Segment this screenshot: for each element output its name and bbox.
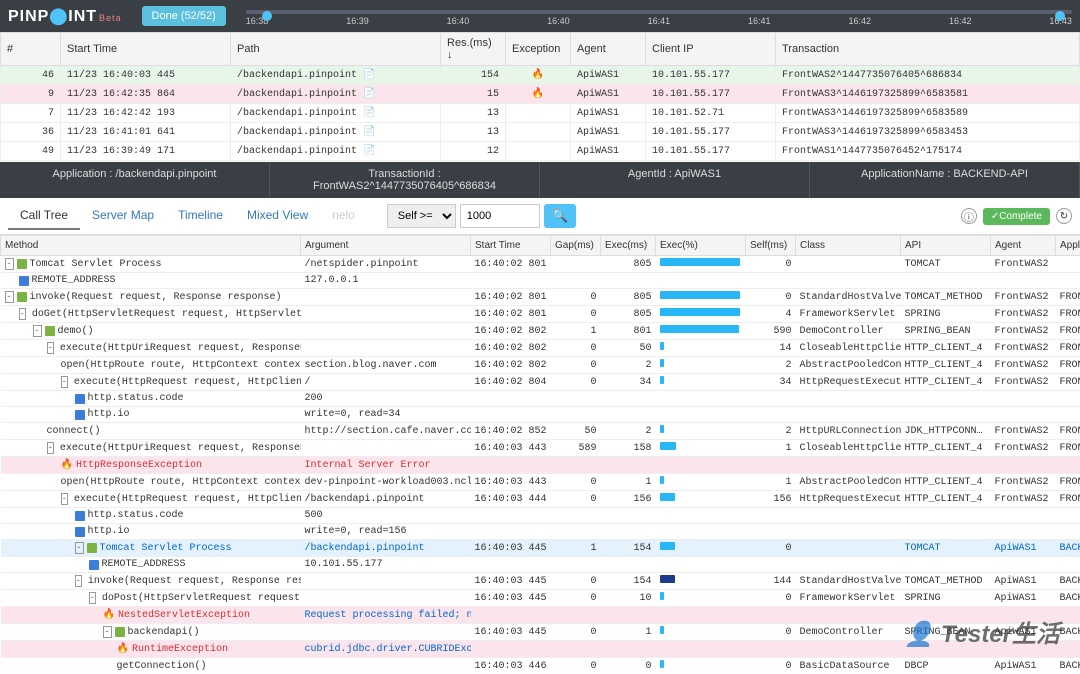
watermark: 👤 Tester生活 bbox=[904, 614, 1060, 649]
tree-row[interactable]: -execute(HttpRequest request, HttpClient… bbox=[1, 374, 1080, 391]
tab-bar: Call TreeServer MapTimelineMixed Viewnel… bbox=[0, 198, 1080, 235]
tree-row[interactable]: -invoke(Request request, Response respon… bbox=[1, 289, 1080, 306]
info-an: ApplicationName : BACKEND-API bbox=[810, 162, 1080, 198]
info-app: Application : /backendapi.pinpoint bbox=[0, 162, 270, 198]
col-header[interactable]: Self(ms) bbox=[746, 236, 796, 256]
method-icon bbox=[87, 543, 97, 553]
col-header[interactable]: Method bbox=[1, 236, 301, 256]
method-icon bbox=[45, 326, 55, 336]
tree-row[interactable]: http.status.code 500 bbox=[1, 508, 1080, 524]
tree-row[interactable]: -execute(HttpUriRequest request, Respons… bbox=[1, 340, 1080, 357]
refresh-icon[interactable]: ↻ bbox=[1056, 208, 1072, 224]
method-icon bbox=[17, 292, 27, 302]
tree-row[interactable]: open(HttpRoute route, HttpContext contex… bbox=[1, 474, 1080, 491]
filter-controls: Self >= 🔍 bbox=[387, 204, 577, 228]
tab-call-tree[interactable]: Call Tree bbox=[8, 202, 80, 230]
col-header[interactable]: Application bbox=[1056, 236, 1080, 256]
col-header[interactable]: # bbox=[1, 33, 61, 66]
tree-row[interactable]: REMOTE_ADDRESS 127.0.0.1 bbox=[1, 273, 1080, 289]
info-icon bbox=[19, 276, 29, 286]
info-tid: TransactionId : FrontWAS2^1447735076405^… bbox=[270, 162, 540, 198]
col-header[interactable]: Start Time bbox=[471, 236, 551, 256]
tree-row[interactable]: -demo() 16:40:02 8021801 590DemoControll… bbox=[1, 323, 1080, 340]
logo: PINP⬤INTBeta bbox=[8, 6, 122, 26]
table-row[interactable]: 4611/23 16:40:03 445/backendapi.pinpoint… bbox=[1, 66, 1080, 85]
timeline-scrubber[interactable]: 16:3816:3916:4016:4016:4116:4116:4216:42… bbox=[246, 6, 1072, 26]
table-row[interactable]: 911/23 16:42:35 864/backendapi.pinpoint … bbox=[1, 85, 1080, 104]
tab-mixed-view[interactable]: Mixed View bbox=[235, 202, 320, 230]
col-header[interactable]: Exec(ms) bbox=[601, 236, 656, 256]
col-header[interactable]: Agent bbox=[991, 236, 1056, 256]
tree-row[interactable]: -execute(HttpUriRequest request, Respons… bbox=[1, 440, 1080, 457]
tree-row[interactable]: -invoke(Request request, Response respon… bbox=[1, 573, 1080, 590]
info-aid: AgentId : ApiWAS1 bbox=[540, 162, 810, 198]
flame-icon: 🔥 bbox=[61, 459, 73, 471]
info-icon[interactable]: ⓘ bbox=[961, 208, 977, 224]
tree-row[interactable]: open(HttpRoute route, HttpContext contex… bbox=[1, 357, 1080, 374]
col-header[interactable]: Argument bbox=[301, 236, 471, 256]
info-icon bbox=[89, 560, 99, 570]
tree-row[interactable]: REMOTE_ADDRESS 10.101.55.177 bbox=[1, 557, 1080, 573]
table-row[interactable]: 4911/23 16:39:49 171/backendapi.pinpoint… bbox=[1, 142, 1080, 161]
header: PINP⬤INTBeta Done (52/52) 16:3816:3916:4… bbox=[0, 0, 1080, 32]
col-header[interactable]: Res.(ms) ↓ bbox=[441, 33, 506, 66]
col-header[interactable]: Gap(ms) bbox=[551, 236, 601, 256]
flame-icon: 🔥 bbox=[117, 643, 129, 655]
done-button[interactable]: Done (52/52) bbox=[142, 6, 226, 26]
info-icon bbox=[75, 527, 85, 537]
filter-input[interactable] bbox=[460, 204, 540, 228]
col-header[interactable]: API bbox=[901, 236, 991, 256]
tab-server-map[interactable]: Server Map bbox=[80, 202, 166, 230]
table-row[interactable]: 711/23 16:42:42 193/backendapi.pinpoint … bbox=[1, 104, 1080, 123]
col-header[interactable]: Class bbox=[796, 236, 901, 256]
tree-row[interactable]: getConnection() 16:40:03 44600 0BasicDat… bbox=[1, 658, 1080, 674]
tree-row[interactable]: http.io write=0, read=156 bbox=[1, 524, 1080, 540]
complete-badge[interactable]: ✓Complete bbox=[983, 208, 1050, 225]
info-bar: Application : /backendapi.pinpoint Trans… bbox=[0, 162, 1080, 198]
tree-row[interactable]: 🔥HttpResponseException Internal Server E… bbox=[1, 457, 1080, 474]
col-header[interactable]: Path bbox=[231, 33, 441, 66]
info-icon bbox=[75, 394, 85, 404]
col-header[interactable]: Exec(%) bbox=[656, 236, 746, 256]
table-row[interactable]: 3611/23 16:41:01 641/backendapi.pinpoint… bbox=[1, 123, 1080, 142]
filter-select[interactable]: Self >= bbox=[387, 204, 456, 228]
tree-row[interactable]: http.status.code 200 bbox=[1, 391, 1080, 407]
info-icon bbox=[75, 511, 85, 521]
tab-nelo[interactable]: nelo bbox=[320, 202, 367, 230]
col-header[interactable]: Exception bbox=[506, 33, 571, 66]
method-icon bbox=[115, 627, 125, 637]
tree-row[interactable]: connect() http://section.cafe.naver.com/… bbox=[1, 423, 1080, 440]
flame-icon: 🔥 bbox=[103, 609, 115, 621]
transaction-table: #Start TimePathRes.(ms) ↓ExceptionAgentC… bbox=[0, 32, 1080, 161]
method-icon bbox=[17, 259, 27, 269]
tree-row[interactable]: -doGet(HttpServletRequest request, HttpS… bbox=[1, 306, 1080, 323]
col-header[interactable]: Start Time bbox=[61, 33, 231, 66]
col-header[interactable]: Client IP bbox=[646, 33, 776, 66]
tree-row[interactable]: -doPost(HttpServletRequest request, Http… bbox=[1, 590, 1080, 607]
tab-timeline[interactable]: Timeline bbox=[166, 202, 235, 230]
tree-row[interactable]: -Tomcat Servlet Process /backendapi.pinp… bbox=[1, 540, 1080, 557]
tree-row[interactable]: -Tomcat Servlet Process /netspider.pinpo… bbox=[1, 256, 1080, 273]
col-header[interactable]: Transaction bbox=[776, 33, 1080, 66]
info-icon bbox=[75, 410, 85, 420]
call-tree-table: MethodArgumentStart TimeGap(ms)Exec(ms)E… bbox=[0, 235, 1080, 674]
tree-row[interactable]: -execute(HttpRequest request, HttpClient… bbox=[1, 491, 1080, 508]
col-header[interactable]: Agent bbox=[571, 33, 646, 66]
search-button[interactable]: 🔍 bbox=[544, 204, 577, 228]
tree-row[interactable]: http.io write=0, read=34 bbox=[1, 407, 1080, 423]
